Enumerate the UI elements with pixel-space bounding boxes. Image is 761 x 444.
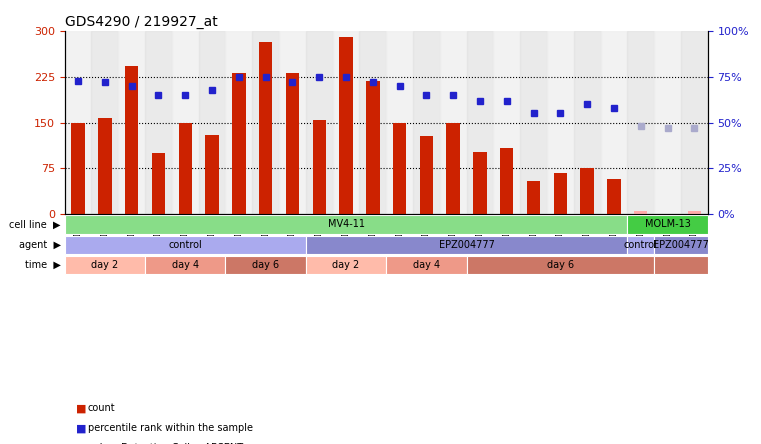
Text: EPZ004777: EPZ004777: [653, 240, 709, 250]
FancyBboxPatch shape: [627, 236, 654, 254]
Bar: [225, 31, 252, 214]
Bar: [681, 31, 708, 214]
Bar: [574, 31, 600, 214]
Text: day 6: day 6: [547, 260, 574, 270]
Bar: [259, 42, 272, 214]
FancyBboxPatch shape: [306, 236, 627, 254]
FancyBboxPatch shape: [387, 256, 466, 274]
Bar: [440, 31, 466, 214]
Text: day 6: day 6: [252, 260, 279, 270]
Bar: [199, 31, 225, 214]
Bar: [521, 31, 547, 214]
Bar: [65, 31, 91, 214]
Bar: [339, 37, 352, 214]
Text: GDS4290 / 219927_at: GDS4290 / 219927_at: [65, 15, 218, 29]
Text: ■: ■: [76, 424, 87, 433]
Text: ■: ■: [76, 404, 87, 413]
Bar: [387, 31, 413, 214]
FancyBboxPatch shape: [466, 256, 654, 274]
Text: agent  ▶: agent ▶: [19, 240, 61, 250]
Bar: [413, 31, 440, 214]
Bar: [473, 152, 487, 214]
FancyBboxPatch shape: [65, 256, 145, 274]
Bar: [581, 168, 594, 214]
Text: MV4-11: MV4-11: [327, 219, 365, 230]
Bar: [688, 211, 701, 214]
Bar: [333, 31, 359, 214]
Text: count: count: [88, 404, 115, 413]
FancyBboxPatch shape: [225, 256, 306, 274]
Bar: [627, 31, 654, 214]
FancyBboxPatch shape: [65, 215, 627, 234]
Bar: [179, 123, 192, 214]
Bar: [285, 72, 299, 214]
Bar: [252, 31, 279, 214]
Text: day 4: day 4: [412, 260, 440, 270]
Bar: [420, 136, 433, 214]
Text: control: control: [168, 240, 202, 250]
FancyBboxPatch shape: [654, 236, 708, 254]
Text: EPZ004777: EPZ004777: [438, 240, 495, 250]
Bar: [279, 31, 306, 214]
Bar: [493, 31, 521, 214]
Bar: [547, 31, 574, 214]
Bar: [306, 31, 333, 214]
Bar: [151, 153, 165, 214]
Bar: [393, 123, 406, 214]
Bar: [98, 118, 112, 214]
Bar: [232, 72, 246, 214]
Bar: [145, 31, 172, 214]
Bar: [447, 123, 460, 214]
Bar: [91, 31, 118, 214]
Bar: [554, 173, 567, 214]
Bar: [125, 67, 139, 214]
Text: day 4: day 4: [172, 260, 199, 270]
Text: cell line  ▶: cell line ▶: [9, 219, 61, 230]
Bar: [359, 31, 387, 214]
Bar: [205, 135, 218, 214]
FancyBboxPatch shape: [627, 215, 708, 234]
Bar: [72, 123, 84, 214]
FancyBboxPatch shape: [306, 256, 387, 274]
Bar: [366, 81, 380, 214]
FancyBboxPatch shape: [65, 236, 306, 254]
Text: percentile rank within the sample: percentile rank within the sample: [88, 424, 253, 433]
Bar: [527, 181, 540, 214]
Text: day 2: day 2: [333, 260, 360, 270]
Text: control: control: [624, 240, 658, 250]
FancyBboxPatch shape: [145, 256, 225, 274]
Bar: [172, 31, 199, 214]
Text: time  ▶: time ▶: [25, 260, 61, 270]
Bar: [118, 31, 145, 214]
FancyBboxPatch shape: [654, 256, 708, 274]
Bar: [654, 31, 681, 214]
Bar: [607, 179, 621, 214]
Bar: [313, 119, 326, 214]
Text: day 2: day 2: [91, 260, 119, 270]
Bar: [600, 31, 627, 214]
Text: MOLM-13: MOLM-13: [645, 219, 690, 230]
Bar: [466, 31, 493, 214]
Bar: [500, 148, 514, 214]
Bar: [634, 211, 648, 214]
